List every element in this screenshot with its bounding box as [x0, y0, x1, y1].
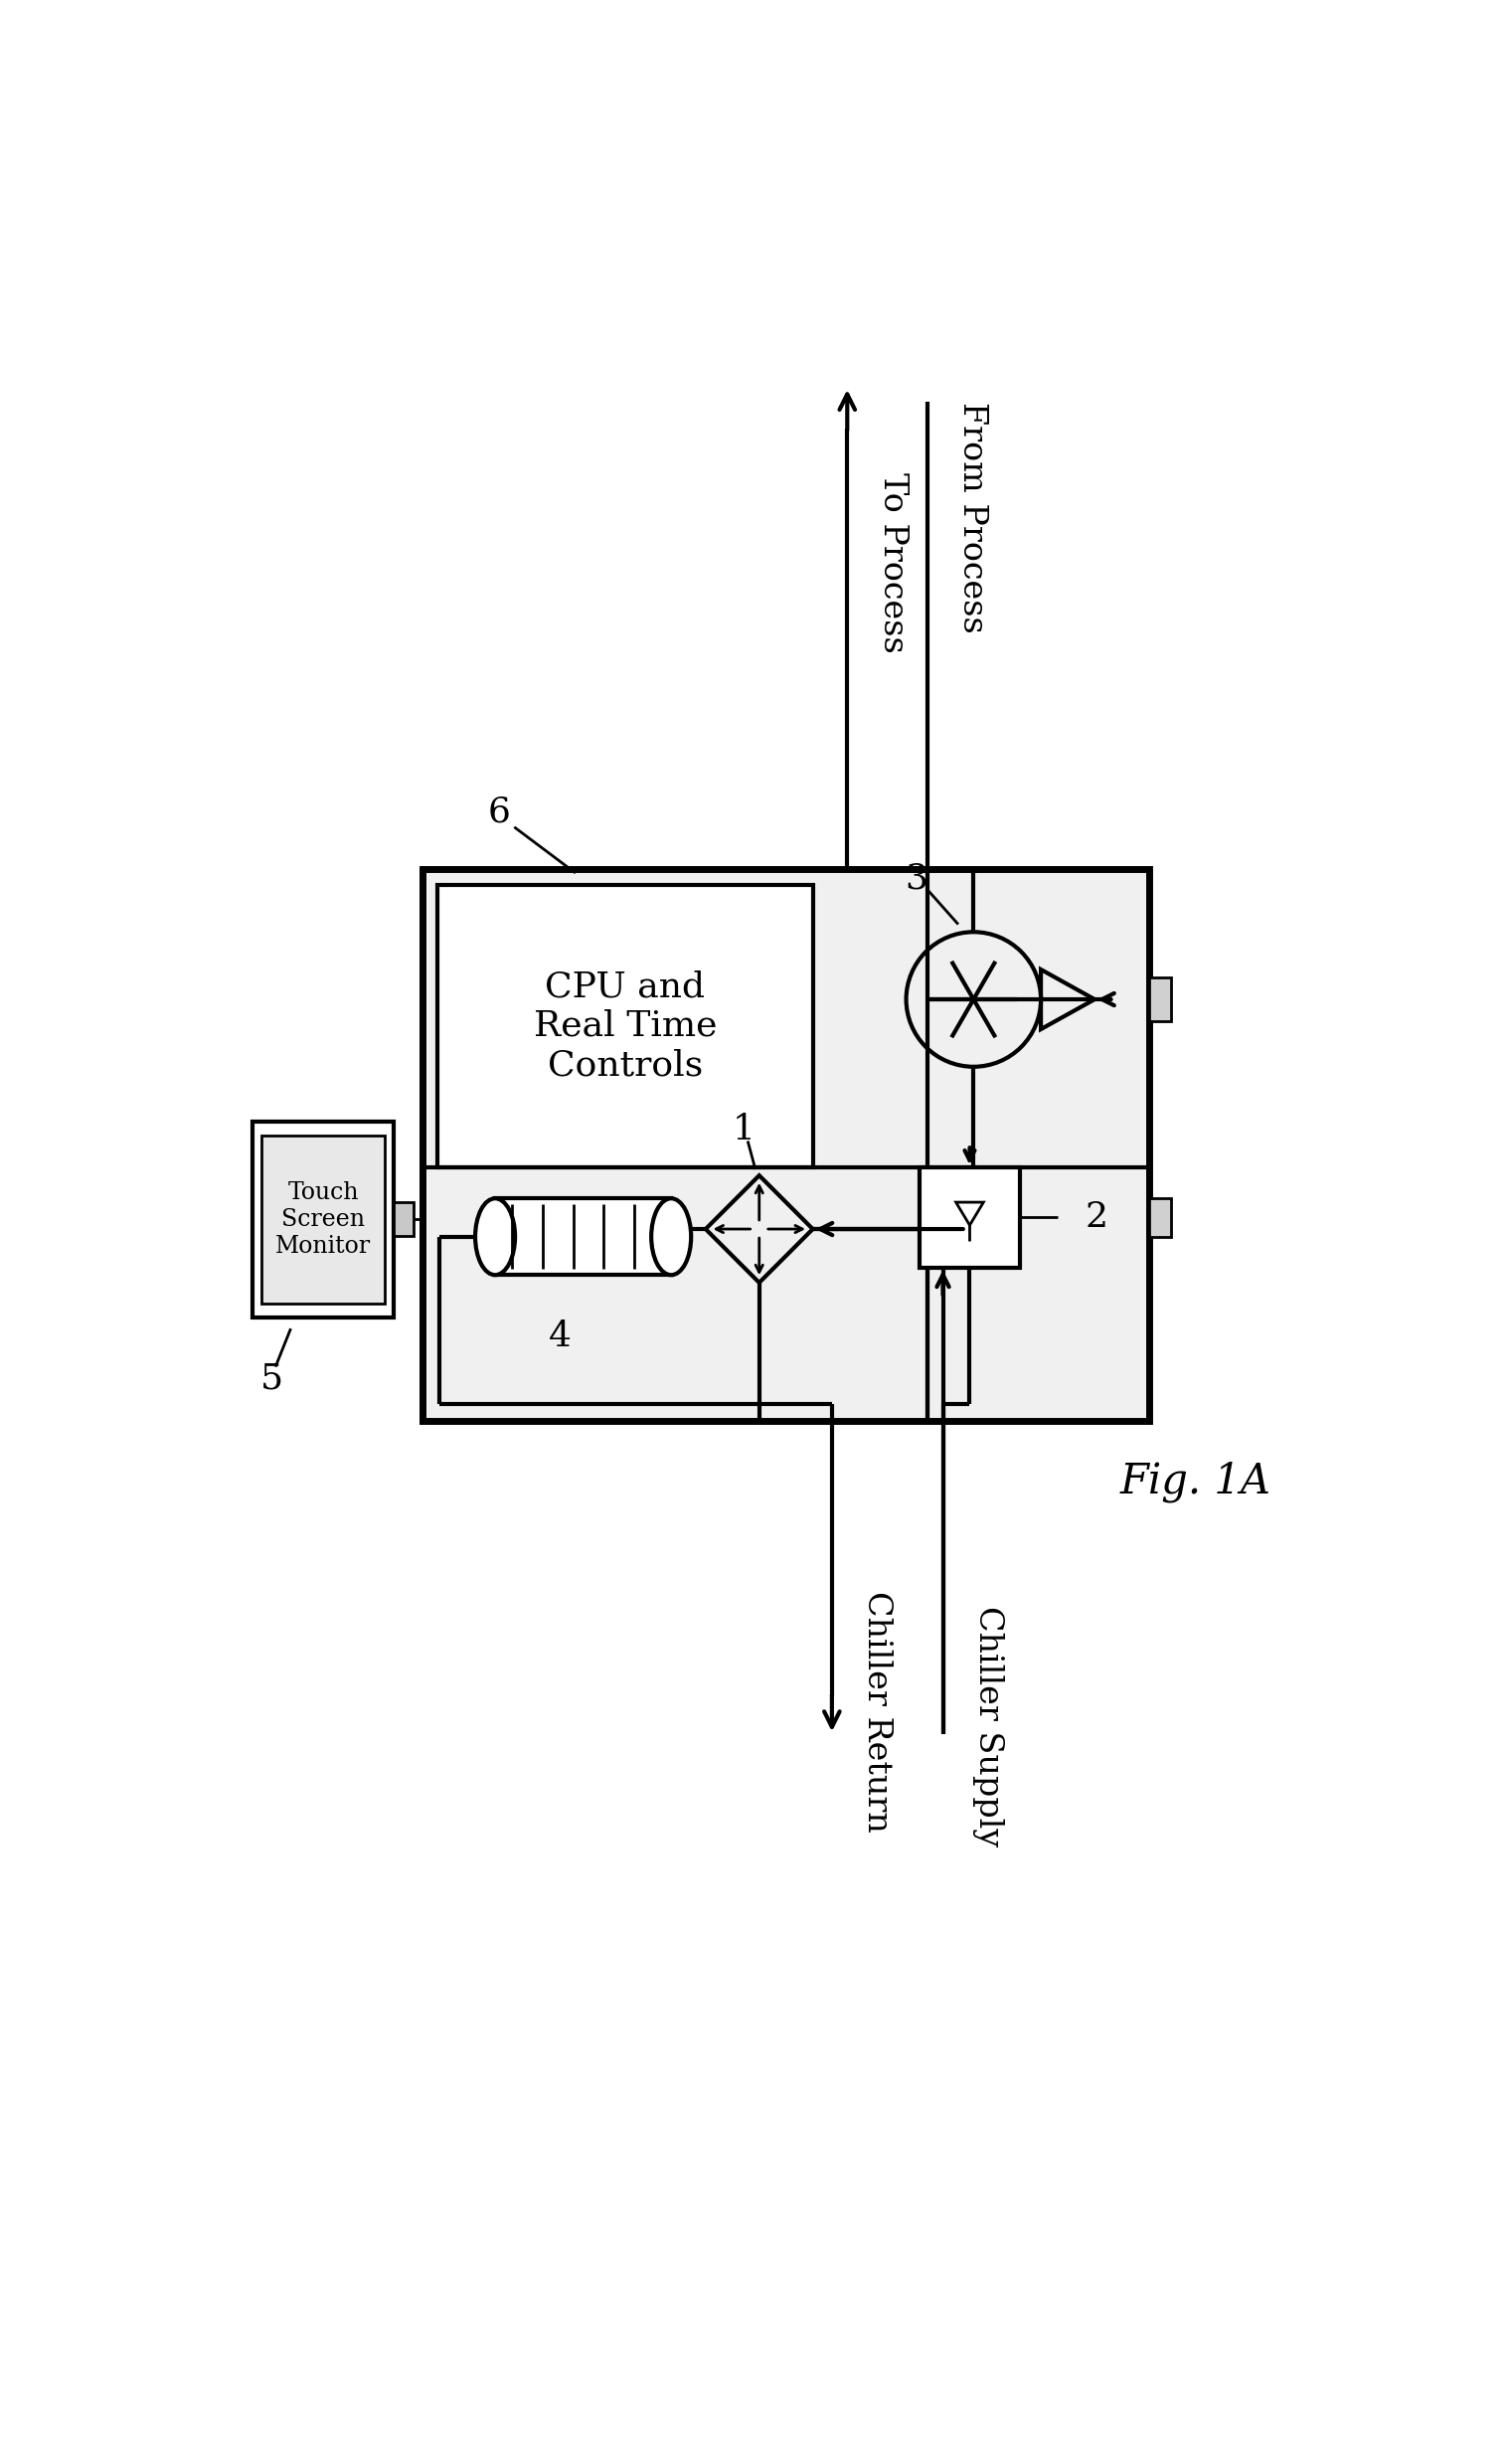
Text: Chiller Return: Chiller Return — [860, 1590, 892, 1831]
Text: 6: 6 — [487, 794, 511, 828]
Bar — [422, 870, 1149, 1421]
Bar — [395, 1202, 414, 1236]
Text: 2: 2 — [1084, 1200, 1107, 1234]
Text: 4: 4 — [549, 1320, 572, 1354]
Ellipse shape — [652, 1200, 691, 1276]
Text: 1: 1 — [732, 1113, 756, 1145]
Bar — [919, 1168, 1019, 1268]
Text: 3: 3 — [904, 860, 928, 895]
Bar — [1149, 978, 1170, 1020]
Bar — [262, 1136, 386, 1303]
Bar — [494, 1200, 671, 1276]
Text: 5: 5 — [260, 1362, 283, 1396]
Text: CPU and
Real Time
Controls: CPU and Real Time Controls — [534, 971, 717, 1082]
Text: From Process: From Process — [957, 401, 989, 632]
Text: Fig. 1A: Fig. 1A — [1120, 1460, 1272, 1502]
Text: Chiller Supply: Chiller Supply — [972, 1605, 1004, 1846]
Bar — [253, 1121, 395, 1317]
Text: To Process: To Process — [877, 472, 909, 654]
Ellipse shape — [475, 1200, 516, 1276]
Bar — [1149, 1200, 1170, 1236]
Bar — [437, 885, 813, 1168]
Text: Touch
Screen
Monitor: Touch Screen Monitor — [275, 1182, 370, 1258]
